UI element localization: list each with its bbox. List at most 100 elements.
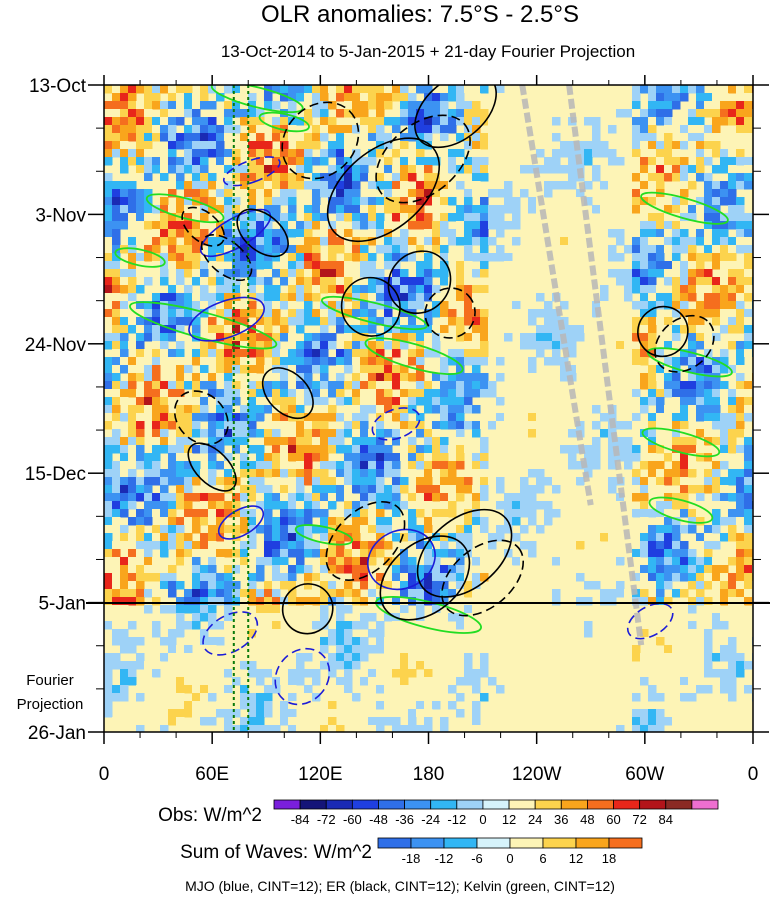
kelvin-contour [129, 301, 278, 350]
heatmap-cell [576, 205, 585, 214]
heatmap-cell [704, 293, 713, 302]
heatmap-cell [280, 349, 289, 358]
heatmap-cell [688, 389, 697, 398]
heatmap-cell [104, 205, 113, 214]
heatmap-cell [480, 141, 489, 150]
heatmap-cell [544, 309, 553, 318]
heatmap-cell [688, 205, 697, 214]
heatmap-cell [704, 469, 713, 478]
heatmap-cell [440, 325, 449, 334]
heatmap-cell [248, 333, 257, 342]
heatmap-cell [328, 245, 337, 254]
heatmap-cell [240, 717, 249, 726]
heatmap-cell [680, 397, 689, 406]
heatmap-cell [232, 301, 241, 310]
heatmap-cell [288, 221, 297, 230]
heatmap-cell [480, 133, 489, 142]
heatmap-cell [256, 613, 265, 622]
heatmap-cell [296, 181, 305, 190]
heatmap-cell [296, 621, 305, 630]
heatmap-cell [576, 101, 585, 110]
heatmap-cell [288, 693, 297, 702]
heatmap-cell [376, 469, 385, 478]
heatmap-cell [352, 285, 361, 294]
heatmap-cell [184, 485, 193, 494]
heatmap-cell [312, 421, 321, 430]
heatmap-cell [376, 517, 385, 526]
heatmap-cell [312, 365, 321, 374]
heatmap-cell [240, 189, 249, 198]
heatmap-cell [304, 373, 313, 382]
heatmap-cell [144, 501, 153, 510]
heatmap-cell [464, 573, 473, 582]
heatmap-cell [224, 269, 233, 278]
heatmap-cell [576, 325, 585, 334]
heatmap-cell [392, 669, 401, 678]
heatmap-cell [680, 229, 689, 238]
heatmap-cell [392, 509, 401, 518]
heatmap-cell [264, 269, 273, 278]
heatmap-cell [704, 93, 713, 102]
heatmap-cell [656, 173, 665, 182]
heatmap-cell [128, 501, 137, 510]
heatmap-cell [216, 701, 225, 710]
heatmap-cell [120, 197, 129, 206]
heatmap-cell [496, 173, 505, 182]
heatmap-cell [648, 541, 657, 550]
heatmap-cell [208, 589, 217, 598]
heatmap-cell [392, 653, 401, 662]
heatmap-cell [272, 197, 281, 206]
heatmap-cell [344, 565, 353, 574]
heatmap-cell [168, 285, 177, 294]
heatmap-cell [280, 493, 289, 502]
heatmap-cell [168, 205, 177, 214]
heatmap-cell [328, 405, 337, 414]
heatmap-cell [408, 421, 417, 430]
heatmap-cell [304, 421, 313, 430]
heatmap-cell [520, 405, 529, 414]
heatmap-cell [296, 453, 305, 462]
heatmap-cell [232, 421, 241, 430]
heatmap-cell [312, 293, 321, 302]
heatmap-cell [360, 469, 369, 478]
heatmap-cell [424, 693, 433, 702]
heatmap-cell [312, 717, 321, 726]
heatmap-cell [200, 117, 209, 126]
heatmap-cell [336, 429, 345, 438]
heatmap-cell [208, 397, 217, 406]
heatmap-cell [448, 93, 457, 102]
heatmap-cell [136, 477, 145, 486]
heatmap-cell [480, 477, 489, 486]
heatmap-cell [328, 181, 337, 190]
heatmap-cell [328, 629, 337, 638]
heatmap-cell [712, 581, 721, 590]
heatmap-cell [336, 221, 345, 230]
heatmap-cell [104, 605, 113, 614]
heatmap-cell [232, 277, 241, 286]
heatmap-cell [640, 269, 649, 278]
heatmap-cell [656, 469, 665, 478]
heatmap-cell [160, 565, 169, 574]
heatmap-cell [600, 149, 609, 158]
heatmap-cell [248, 413, 257, 422]
heatmap-cell [208, 509, 217, 518]
heatmap-cell [160, 549, 169, 558]
heatmap-cell [400, 365, 409, 374]
colorbar-level-label: -60 [343, 812, 362, 827]
heatmap-cell [232, 501, 241, 510]
heatmap-cell [120, 669, 129, 678]
heatmap-cell [640, 141, 649, 150]
heatmap-cell [168, 661, 177, 670]
heatmap-cell [328, 165, 337, 174]
heatmap-cell [184, 165, 193, 174]
heatmap-cell [544, 413, 553, 422]
heatmap-cell [344, 229, 353, 238]
heatmap-cell [168, 93, 177, 102]
heatmap-cell [208, 205, 217, 214]
heatmap-cell [720, 477, 729, 486]
heatmap-cell [456, 325, 465, 334]
heatmap-cell [480, 589, 489, 598]
heatmap-cell [648, 693, 657, 702]
heatmap-cell [216, 405, 225, 414]
heatmap-cell [680, 277, 689, 286]
